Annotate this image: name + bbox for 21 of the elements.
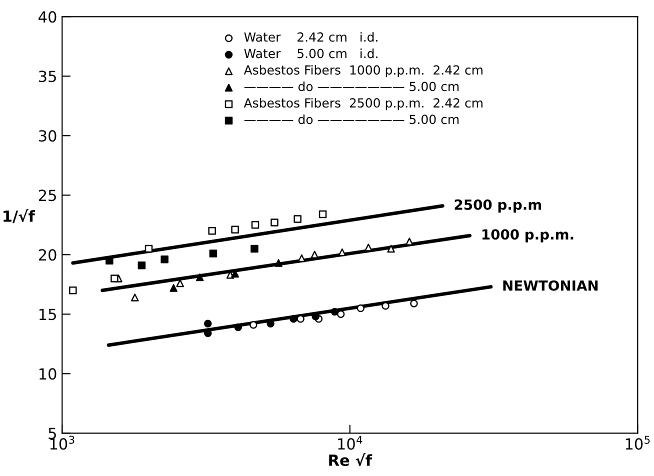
x-axis-title: Re √f (329, 453, 372, 466)
y-tick-label: 5 (48, 428, 56, 440)
x-tick-label: 10$^{5}$ (626, 436, 650, 450)
y-tick-label: 20 (38, 249, 56, 261)
y-tick-label: 40 (38, 11, 56, 23)
annotation: 2500 p.p.m (454, 199, 542, 213)
y-tick-label: 10 (40, 368, 56, 380)
x-tick-label: 10$^{4}$ (338, 436, 362, 450)
legend-label: Water 5.00 cm i.d. (244, 48, 378, 58)
y-tick-label: 35 (38, 70, 56, 82)
annotation: NEWTONIAN (503, 280, 598, 291)
legend-label: Asbestos Fibers 2500 p.p.m. 2.42 cm (244, 98, 482, 110)
y-tick-label: 15 (40, 308, 56, 320)
legend-label: ———— do ——————— 5.00 cm (244, 114, 459, 124)
annotation: 1000 p.p.m. (482, 229, 574, 242)
legend-label: ———— do ——————— 5.00 cm (244, 81, 459, 92)
y-axis-title: 1/√f (4, 208, 36, 224)
y-tick-label: 30 (38, 130, 56, 142)
legend-label: Asbestos Fibers 1000 p.p.m. 2.42 cm (244, 65, 482, 78)
y-tick-label: 25 (38, 190, 56, 202)
legend-label: Water 2.42 cm i.d. (244, 32, 378, 42)
